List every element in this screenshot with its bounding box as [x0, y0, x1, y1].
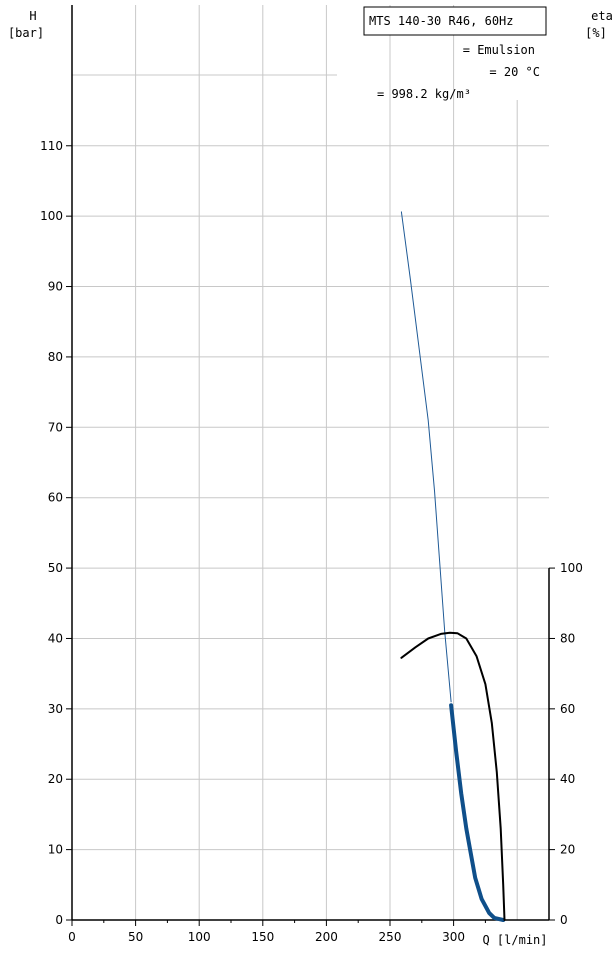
left-tick-label: 50	[48, 561, 63, 575]
left-tick-label: 80	[48, 350, 63, 364]
right-tick-label: 60	[560, 702, 575, 716]
left-tick-label: 10	[48, 843, 63, 857]
axes	[71, 5, 550, 921]
density-line: = 998.2 kg/m³	[377, 87, 471, 101]
x-tick-label: 300	[442, 930, 465, 944]
x-tick-label: 200	[315, 930, 338, 944]
left-axis-title-line2: [bar]	[8, 26, 44, 40]
left-tick-label: 40	[48, 631, 63, 645]
right-tick-label: 40	[560, 772, 575, 786]
title-box-text: MTS 140-30 R46, 60Hz	[369, 14, 514, 28]
right-tick-label: 0	[560, 913, 568, 927]
head-thin-curve	[400, 211, 452, 703]
x-axis-title: Q [l/min]	[482, 933, 547, 947]
left-tick-label: 100	[40, 209, 63, 223]
x-tick-label: 100	[188, 930, 211, 944]
left-tick-label: 0	[55, 913, 63, 927]
x-tick-label: 0	[68, 930, 76, 944]
right-tick-label: 20	[560, 843, 575, 857]
right-tick-label: 100	[560, 561, 583, 575]
right-tick-label: 80	[560, 631, 575, 645]
tick-labels: 0 10 20 30 40 50 60 70 80 90 100 110 0 20 40 60 80 100 0 50…	[40, 139, 583, 944]
left-tick-label: 90	[48, 280, 63, 294]
left-tick-label: 30	[48, 702, 63, 716]
title-box	[363, 6, 547, 36]
temperature-line: = 20 °C	[489, 65, 540, 79]
efficiency-curve	[400, 631, 506, 921]
x-tick-label: 50	[128, 930, 143, 944]
left-tick-label: 110	[40, 139, 63, 153]
grid-lines	[72, 5, 549, 920]
right-axis-title-line1: eta	[591, 9, 613, 23]
left-axis-title-line1: H	[29, 9, 36, 23]
left-tick-label: 60	[48, 491, 63, 505]
x-tick-label: 250	[379, 930, 402, 944]
x-tick-label: 150	[251, 930, 274, 944]
right-axis-title-line2: [%]	[585, 26, 607, 40]
head-thick-curve	[449, 703, 506, 922]
data-series	[400, 211, 506, 922]
left-tick-label: 70	[48, 420, 63, 434]
left-tick-label: 20	[48, 772, 63, 786]
fluid-line: = Emulsion	[463, 43, 535, 57]
